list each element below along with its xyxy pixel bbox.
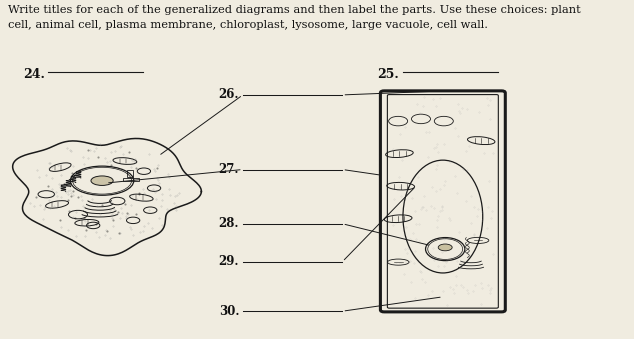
Text: 24.: 24. <box>23 68 46 81</box>
Bar <box>123 178 139 181</box>
Text: 28.: 28. <box>219 217 239 230</box>
Text: 27.: 27. <box>219 163 239 176</box>
Text: 30.: 30. <box>219 305 239 318</box>
Text: 29.: 29. <box>219 255 239 268</box>
Text: 25.: 25. <box>377 68 399 81</box>
Text: cell, animal cell, plasma membrane, chloroplast, lysosome, large vacuole, cell w: cell, animal cell, plasma membrane, chlo… <box>8 20 488 30</box>
Ellipse shape <box>438 244 452 251</box>
Text: 26.: 26. <box>219 88 239 101</box>
Bar <box>127 170 133 177</box>
Text: Write titles for each of the generalized diagrams and then label the parts. Use : Write titles for each of the generalized… <box>8 5 580 15</box>
Ellipse shape <box>91 176 113 185</box>
